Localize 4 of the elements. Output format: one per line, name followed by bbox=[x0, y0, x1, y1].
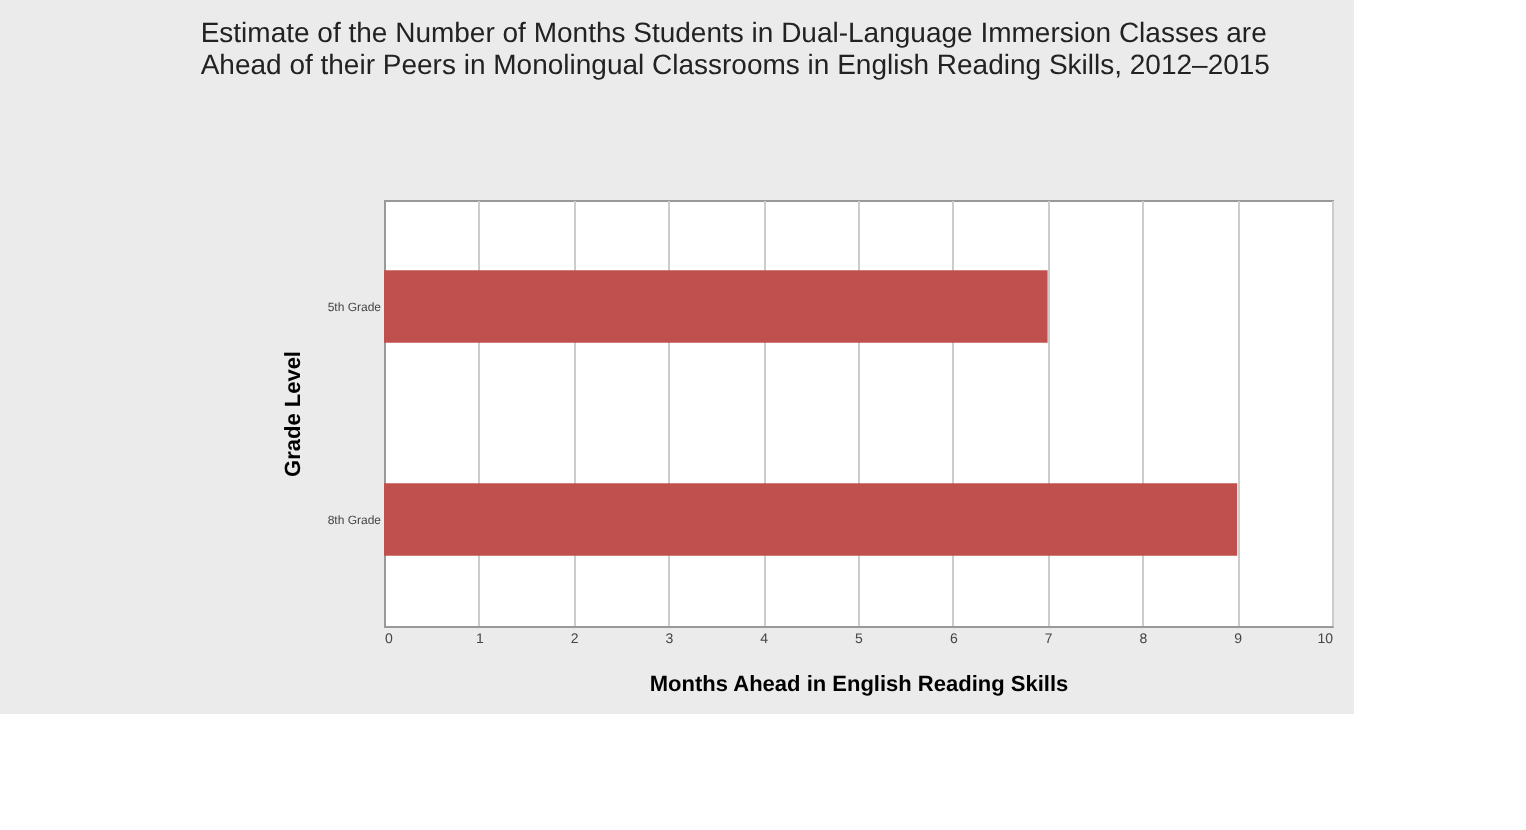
y-axis-title: Grade Level bbox=[281, 351, 306, 477]
text: Estimate of the Number of Months Students in Dual-Language Immersion Classes are bbox=[200, 16, 1267, 48]
text: Ahead of their Peers in Monolingual Classrooms in English Reading Skills, 2012–2015 bbox=[200, 48, 1270, 80]
x-axis-title: Months Ahead in English Reading Skills bbox=[649, 673, 1069, 697]
